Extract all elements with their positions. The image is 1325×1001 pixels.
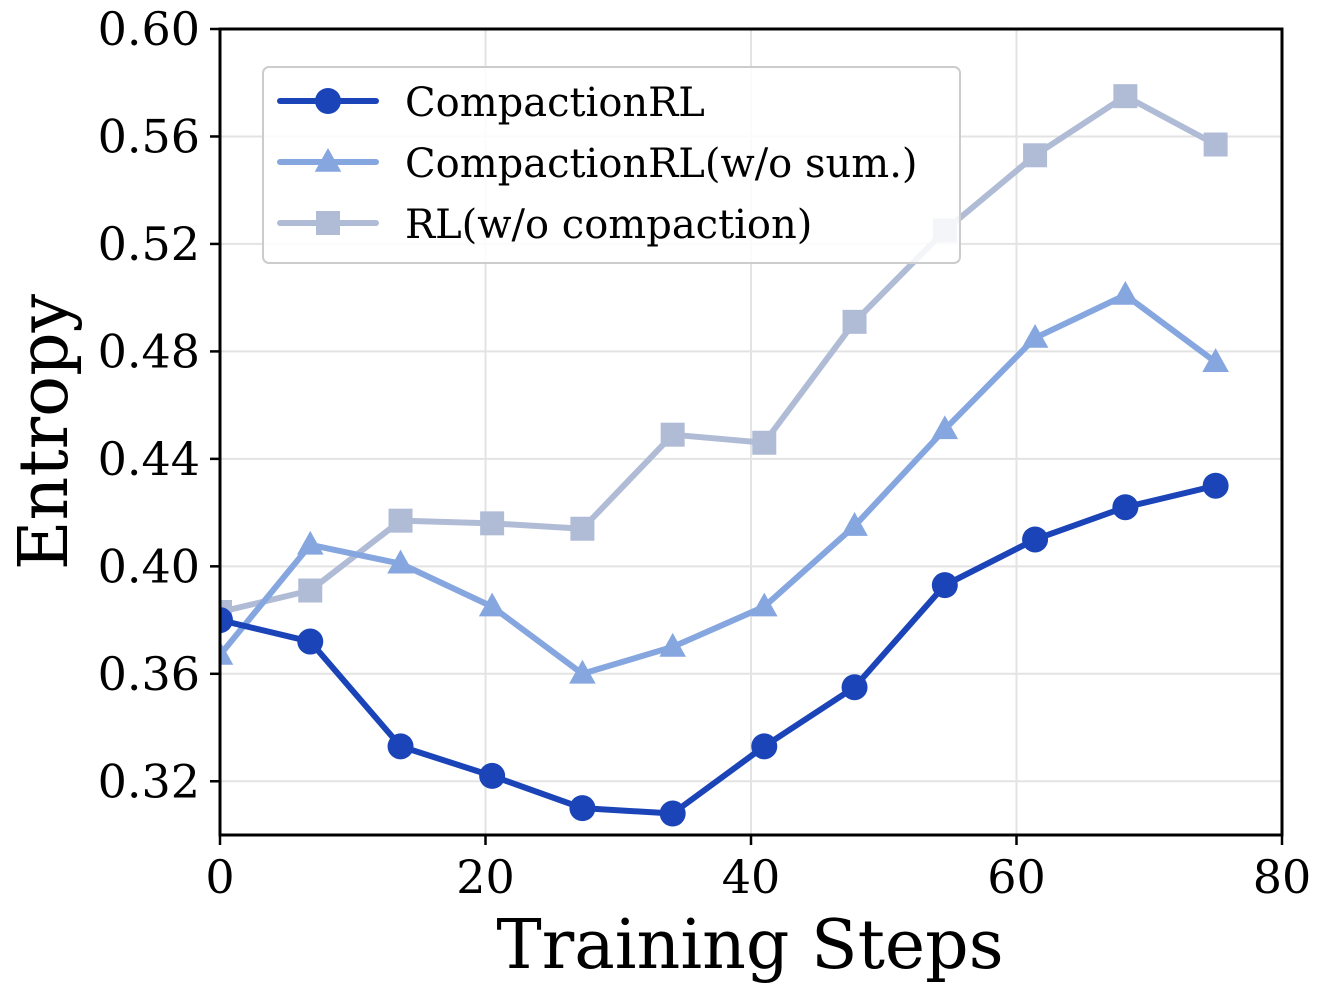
series-2-point-3 [480, 511, 505, 536]
series-0-point-9 [1022, 526, 1049, 553]
series-1-point-11 [1202, 348, 1229, 372]
series-0-point-11 [1202, 472, 1229, 499]
series-0-line [220, 482, 1219, 817]
series-2-point-10 [1113, 84, 1138, 109]
series-2-point-6 [752, 430, 777, 455]
series-1-point-3 [478, 592, 506, 617]
series-0-point-1 [297, 628, 324, 655]
series-1-point-1 [296, 530, 324, 555]
legend-marker-1 [314, 148, 342, 172]
legend-box [262, 66, 961, 264]
series-1-point-4 [569, 659, 596, 684]
y-tick-label-3: 0.44 [98, 432, 200, 486]
y-tick-label-0: 0.32 [98, 754, 200, 808]
y-tick-label-5: 0.52 [98, 217, 200, 271]
y-tick-label-6: 0.56 [98, 109, 200, 163]
series-2-point-4 [570, 516, 595, 541]
series-0-point-5 [659, 800, 686, 827]
x-tick-label-2: 40 [722, 850, 781, 904]
series-2-line [220, 93, 1219, 616]
axes-layer: 0 20 40 60 80 0.32 0.36 0.40 0.44 0.48 0.52 0.56 0.6… [98, 2, 1312, 904]
series-2-point-2 [388, 508, 413, 533]
legend-label-0: CompactionRL [405, 80, 705, 126]
series-1-point-10 [1112, 280, 1139, 305]
series-0-point-8 [931, 572, 958, 599]
series-2-point-7 [842, 309, 867, 334]
x-tick-label-1: 20 [456, 850, 515, 904]
series-0-point-4 [569, 795, 596, 822]
legend-label-1: CompactionRL(w/o sum.) [405, 141, 918, 187]
series-0-point-0 [220, 607, 233, 634]
x-axis-title: Training Steps [496, 906, 1003, 985]
legend-label-2: RL(w/o compaction) [405, 202, 812, 248]
series-layer [220, 84, 1229, 827]
y-axis-title: Entropy [5, 293, 84, 570]
y-tick-label-4: 0.48 [98, 324, 200, 378]
series-1-point-2 [387, 549, 414, 574]
series-1-point-6 [750, 592, 778, 617]
series-1-point-5 [659, 632, 686, 657]
series-2-point-5 [660, 422, 685, 447]
series-1-group [220, 280, 1229, 684]
y-tick-label-1: 0.36 [98, 647, 200, 701]
series-1-point-8 [931, 415, 959, 440]
series-1-point-7 [841, 512, 868, 536]
series-0-point-10 [1112, 494, 1139, 521]
series-1-point-9 [1021, 323, 1049, 348]
series-0-point-7 [841, 674, 868, 701]
x-tick-label-3: 60 [987, 850, 1046, 904]
y-tick-label-2: 0.40 [98, 539, 200, 593]
series-2-point-1 [298, 578, 323, 603]
series-0-group [220, 472, 1229, 827]
series-0-point-3 [479, 762, 506, 789]
legend-marker-2 [316, 211, 340, 235]
series-0-point-6 [751, 733, 778, 760]
legend-marker-0 [315, 88, 341, 114]
series-0-point-2 [387, 733, 414, 760]
y-tick-label-7: 0.60 [98, 2, 200, 56]
x-tick-label-4: 80 [1253, 850, 1312, 904]
series-1-point-0 [220, 640, 234, 665]
x-tick-label-0: 0 [205, 850, 234, 904]
series-2-point-11 [1203, 132, 1228, 157]
legend: CompactionRL CompactionRL(w/o sum.) RL(w/o… [262, 66, 961, 264]
series-2-point-9 [1023, 143, 1048, 168]
series-1-line [220, 291, 1219, 677]
